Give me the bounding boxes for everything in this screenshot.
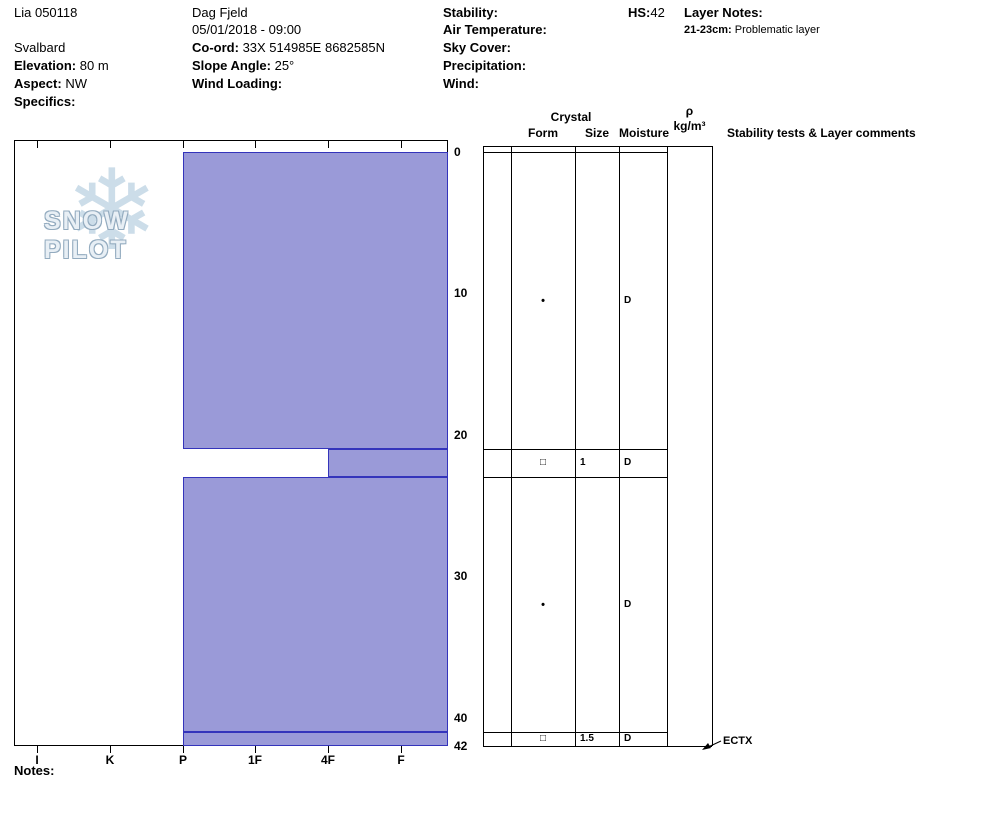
table-grid-vline [511,146,512,746]
table-grid-vline [575,146,576,746]
density-symbol-header: ρ [685,104,694,118]
elevation-row: Elevation: 80 m [14,58,109,74]
snow-layer-bar [328,449,448,478]
coord-label: Co-ord: [192,40,239,55]
hardness-axis-label: 1F [247,753,263,767]
layer-boundary-line [483,746,667,747]
layer-note-text: Problematic layer [734,24,820,36]
snow-layer-bar [183,477,448,732]
hardness-tick-bottom [255,746,256,753]
hardness-axis-label: 4F [320,753,336,767]
layer-boundary-line [483,731,667,733]
aspect-label: Aspect: [14,76,62,91]
crystal-size-value: 1.5 [580,732,594,744]
crystal-form-symbol: • [541,294,545,307]
aspect-row: Aspect: NW [14,76,87,92]
elevation-label: Elevation: [14,58,77,73]
hs-label: HS: [628,5,651,20]
hardness-axis-label: K [105,753,115,767]
hs-value: 42 [650,5,665,20]
slope-angle-row: Slope Angle: 25° [192,58,294,74]
arrow-icon [702,740,722,750]
precipitation-label: Precipitation: [443,58,527,73]
hardness-tick-top [110,141,111,148]
moisture-value: D [624,732,632,744]
stability-test-result: ECTX [723,735,753,747]
observer-name: Dag Fjeld [192,5,248,20]
hardness-tick-bottom [401,746,402,753]
hs-row: HS:42 [628,5,665,21]
crystal-size-value: 1 [580,457,586,469]
hardness-tick-top [183,141,184,148]
depth-axis-label: 40 [454,710,468,725]
snowpilot-logo: ❄ SNOW PILOT [40,155,215,290]
depth-axis-label: 10 [454,286,468,301]
density-units-header: kg/m³ [673,119,706,133]
crystal-column-group-header: Crystal [550,110,592,124]
hardness-tick-top [37,141,38,148]
hardness-axis-label: P [178,753,188,767]
table-grid-vline [619,146,620,746]
slope-angle-label: Slope Angle: [192,58,271,73]
notes-label: Notes: [14,763,55,778]
pit-name: Lia 050118 [14,5,78,20]
depth-axis-label: 30 [454,569,468,584]
hardness-tick-top [401,141,402,148]
coord-value: 33X 514985E 8682585N [242,40,385,55]
logo-text: SNOW PILOT [44,207,130,264]
hardness-axis-label: I [35,753,39,767]
moisture-value: D [624,598,632,610]
stability-label: Stability: [443,5,498,20]
hardness-axis-label: F [397,753,405,767]
layer-boundary-line [483,477,667,479]
layer-note-depth: 21-23cm: [684,24,732,36]
layer-boundary-line [483,449,667,450]
slope-angle-value: 25° [274,58,295,73]
depth-axis-label: 20 [454,427,468,442]
hardness-tick-bottom [328,746,329,753]
hardness-tick-bottom [110,746,111,753]
layer-notes-label: Layer Notes: [684,5,763,20]
table-top-line [483,146,712,147]
elevation-value: 80 m [79,58,109,73]
hardness-tick-bottom [183,746,184,753]
moisture-value: D [624,294,632,306]
moisture-column-header: Moisture [619,126,670,140]
table-grid-vline [712,146,713,746]
crystal-form-symbol: • [541,598,545,611]
wind-label: Wind: [443,76,479,91]
region-name: Svalbard [14,40,66,55]
snowflake-icon: ❄ [65,148,159,273]
hardness-tick-top [328,141,329,148]
sky-cover-label: Sky Cover: [443,40,511,55]
hardness-tick-top [255,141,256,148]
observation-datetime: 05/01/2018 - 09:00 [192,22,302,37]
stability-test-annotation: ECTX [700,735,760,753]
layer-note-row: 21-23cm: Problematic layer [684,24,820,37]
crystal-form-symbol: □ [539,457,547,469]
coord-row: Co-ord: 33X 514985E 8682585N [192,40,385,56]
depth-axis-label: 42 [454,739,468,753]
comments-column-header: Stability tests & Layer comments [727,126,916,140]
size-column-header: Size [584,126,609,140]
layer-boundary-line [483,152,667,153]
moisture-value: D [624,457,632,469]
air-temperature-label: Air Temperature: [443,22,547,37]
specifics-label: Specifics: [14,94,76,109]
aspect-value: NW [65,76,87,91]
depth-axis-label: 0 [454,145,461,159]
table-grid-vline [667,146,668,746]
wind-loading-label: Wind Loading: [192,76,283,91]
snow-layer-bar [183,731,448,746]
crystal-form-symbol: □ [539,732,547,744]
form-column-header: Form [528,126,558,140]
table-grid-vline [483,146,484,746]
snow-layer-bar [183,152,448,449]
hardness-tick-bottom [37,746,38,753]
